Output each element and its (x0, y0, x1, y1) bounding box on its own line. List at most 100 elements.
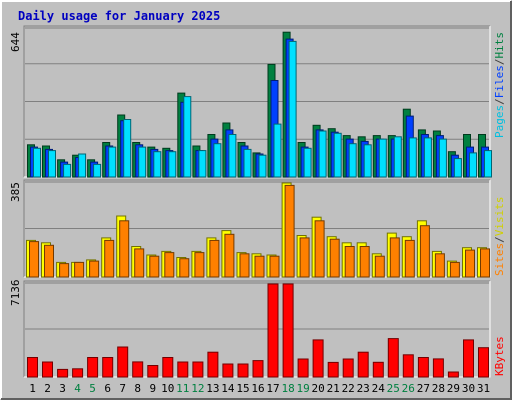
bar-pages-day-22 (348, 143, 357, 178)
bar-kbytes-day-27 (417, 357, 429, 378)
bar-kbytes-day-23 (357, 351, 369, 378)
bar-pages-day-23 (363, 144, 372, 178)
bar-kbytes-day-19 (297, 358, 309, 378)
bar-pages-day-12 (198, 150, 207, 178)
bar-sites-day-5 (89, 260, 100, 278)
legend-hits: Hits (493, 32, 506, 59)
legend-kbytes: KBytes (493, 336, 506, 376)
bar-sites-day-1 (29, 241, 39, 278)
bar-kbytes-day-17 (267, 283, 279, 378)
bar-kbytes-day-13 (207, 351, 219, 378)
chart-title: Daily usage for January 2025 (18, 9, 220, 23)
bar-pages-day-7 (123, 119, 132, 178)
bar-pages-day-5 (93, 163, 102, 178)
bar-sites-day-3 (59, 263, 70, 278)
bar-kbytes-day-30 (463, 339, 474, 378)
x-tick-label: 9 (149, 382, 156, 395)
bar-kbytes-day-25 (387, 338, 399, 378)
bar-pages-day-9 (153, 151, 162, 178)
x-tick-label: 12 (191, 382, 204, 395)
legend-sites: Sites (493, 243, 506, 276)
x-tick-label: 20 (311, 382, 324, 395)
hits-files-pages-panel (23, 25, 492, 178)
bar-pages-day-11 (183, 96, 192, 178)
x-tick-label: 27 (417, 382, 430, 395)
x-tick-label: 21 (327, 382, 340, 395)
bar-sites-day-22 (344, 246, 355, 278)
x-tick-label: 19 (296, 382, 309, 395)
bar-pages-day-15 (243, 148, 252, 178)
bar-sites-day-2 (44, 244, 54, 278)
bar-pages-day-21 (333, 132, 342, 178)
bar-kbytes-day-16 (252, 360, 264, 378)
bar-pages-day-4 (78, 153, 87, 178)
bar-kbytes-day-5 (87, 357, 99, 378)
x-tick-label: 16 (251, 382, 264, 395)
bar-sites-day-21 (329, 238, 340, 278)
bar-pages-day-27 (423, 137, 432, 178)
bar-sites-day-9 (149, 255, 160, 278)
bar-sites-day-20 (314, 220, 325, 278)
bar-kbytes-day-1 (27, 357, 38, 378)
bar-pages-day-31 (484, 150, 492, 178)
bar-pages-day-20 (318, 130, 327, 178)
plot-border-dark (23, 280, 490, 377)
bar-sites-day-16 (254, 255, 265, 278)
x-axis-day-labels: 1 2 3 4 5 6 7 8 9 10 11 12 13 14 15 16 17 18 19 20 21 22 23 24 2… (29, 382, 490, 395)
bar-sites-day-15 (239, 253, 250, 278)
bar-kbytes-day-22 (342, 358, 354, 378)
x-tick-label: 30 (462, 382, 475, 395)
bar-pages-day-3 (63, 163, 72, 178)
x-tick-label: 3 (59, 382, 66, 395)
x-tick-label: 6 (104, 382, 111, 395)
bar-pages-day-26 (408, 137, 417, 178)
bar-kbytes-day-6 (102, 357, 114, 378)
kbytes-ymax-label: 7136 (9, 280, 22, 307)
bar-pages-day-18 (288, 40, 297, 178)
bar-sites-day-11 (179, 258, 190, 278)
x-tick-label: 28 (432, 382, 445, 395)
bar-sites-day-27 (419, 225, 430, 278)
bar-sites-day-24 (374, 255, 385, 278)
x-tick-label: 1 (29, 382, 36, 395)
bar-pages-day-2 (48, 150, 56, 178)
x-tick-label: 13 (206, 382, 219, 395)
x-tick-label: 10 (161, 382, 174, 395)
bar-sites-day-12 (194, 252, 205, 278)
legend-files: Files (493, 65, 506, 98)
x-tick-label: 2 (44, 382, 51, 395)
bar-pages-day-25 (393, 136, 402, 178)
bar-kbytes-day-20 (312, 339, 324, 378)
x-tick-label: 24 (372, 382, 386, 395)
bar-pages-day-10 (168, 151, 177, 178)
x-tick-label: 4 (74, 382, 81, 395)
bar-pages-day-8 (138, 146, 147, 178)
bar-kbytes-day-3 (57, 368, 69, 378)
bar-kbytes-day-10 (162, 357, 174, 378)
bar-pages-day-6 (108, 146, 117, 178)
visits-sites-panel (23, 179, 491, 278)
x-tick-label: 25 (387, 382, 400, 395)
x-tick-label: 15 (236, 382, 249, 395)
bar-kbytes-day-9 (147, 365, 159, 378)
bar-kbytes-day-18 (282, 283, 294, 378)
bar-pages-day-29 (453, 158, 462, 178)
bar-sites-day-26 (404, 239, 415, 278)
bar-sites-day-25 (389, 237, 400, 278)
plot-border-dark (23, 179, 490, 277)
bar-sites-day-6 (104, 239, 115, 278)
x-tick-label: 18 (281, 382, 294, 395)
bar-kbytes-day-26 (402, 354, 414, 378)
bar-pages-day-17 (273, 123, 282, 178)
bar-sites-day-17 (269, 255, 280, 278)
bar-pages-day-19 (303, 147, 312, 178)
bar-kbytes-day-15 (237, 363, 249, 378)
bar-sites-day-7 (119, 220, 130, 278)
bar-sites-day-23 (359, 246, 370, 278)
x-tick-label: 17 (266, 382, 279, 395)
x-tick-label: 29 (447, 382, 460, 395)
plot-border-dark (23, 25, 490, 177)
bar-kbytes-day-12 (192, 361, 204, 378)
